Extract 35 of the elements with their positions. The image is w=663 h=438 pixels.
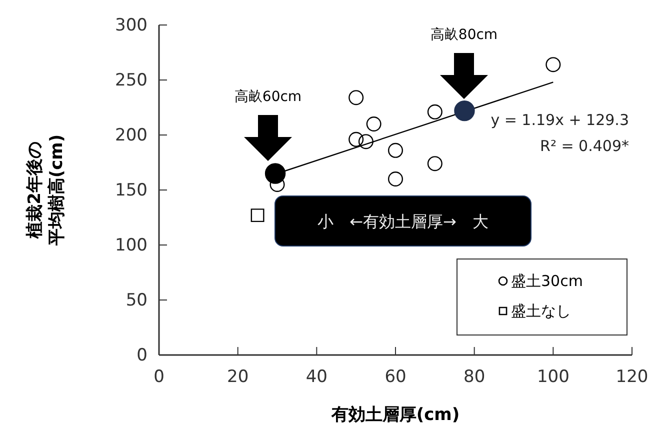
x-tick-label: 20 (227, 366, 249, 387)
point (366, 116, 382, 132)
point (454, 100, 475, 122)
legend-label: 盛土30cm (511, 272, 583, 290)
point (546, 57, 561, 72)
point (250, 208, 264, 222)
x-tick-label: 40 (306, 366, 328, 387)
annotation: y = 1.19x + 129.3 (490, 111, 629, 129)
point (427, 104, 442, 120)
annotation: 高畝60cm (234, 89, 302, 105)
x-axis-title: 有効土層厚(cm) (330, 405, 460, 425)
annotation: 高畝80cm (430, 27, 498, 43)
point (388, 142, 404, 158)
point (348, 132, 364, 147)
point (388, 172, 404, 186)
x-tick-label: 0 (154, 366, 164, 387)
y-tick-label: 100 (115, 235, 148, 256)
point (358, 134, 374, 150)
y-axis-title: 植栽2年後の平均樹高(cm) (25, 134, 68, 247)
legend-label: 盛土なし (511, 302, 571, 320)
y-tick-label: 200 (115, 125, 148, 146)
callout-box: 小 ←有効土層厚→ 大 (274, 196, 532, 246)
x-tick-label: 120 (616, 366, 648, 387)
y-tick-label: 50 (126, 290, 148, 310)
y-tick-label: 300 (115, 15, 148, 36)
x-tick-label: 80 (464, 366, 486, 387)
x-tick-label: 100 (536, 366, 570, 387)
x-tick-label: 60 (384, 366, 406, 387)
point (348, 90, 364, 106)
annotation: R² = 0.409* (540, 137, 630, 155)
y-tick-label: 250 (115, 70, 148, 90)
y-tick-label: 150 (115, 180, 148, 200)
point (427, 156, 442, 172)
annotation: 小 ←有効土層厚→ 大 (318, 212, 488, 231)
y-tick-label: 0 (136, 345, 148, 366)
